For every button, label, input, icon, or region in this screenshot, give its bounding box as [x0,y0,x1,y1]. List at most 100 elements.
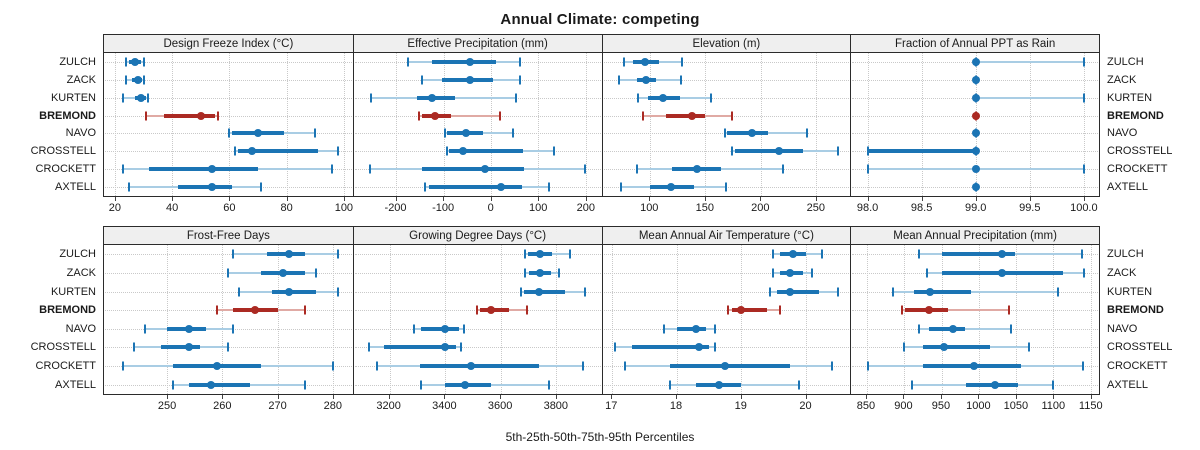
median-dot [497,183,506,192]
cap-95th [226,342,229,352]
site-label: NAVO [65,322,96,335]
site-label: AXTELL [55,181,96,194]
axis-tick [229,197,231,201]
grid-line-vertical [705,53,707,196]
grid-line-horizontal [603,254,850,256]
grid-line-horizontal [354,291,601,293]
cap-95th [681,57,684,67]
axis-tick-label: 80 [280,202,293,214]
cap-95th [337,249,340,259]
panel-plot [104,53,353,196]
cap-95th [304,305,307,315]
median-dot [185,324,194,333]
axis-tick-label: 3800 [543,400,569,412]
cap-95th [837,146,840,156]
site-label: CROSSTELL [30,145,96,158]
median-dot [535,287,544,296]
axis-tick-label: 900 [894,400,913,412]
panel-axis: 20 40 60 80 100 [104,197,353,219]
median-dot [692,324,701,333]
panel-effective_precipitation: Effective Precipitation (mm) [352,35,602,196]
axis-tick-label: 280 [323,400,343,412]
site-label: ZULCH [1107,248,1144,261]
median-dot [185,343,194,352]
panel-axis: 17 18 19 20 [602,395,851,419]
axis-tick [865,395,867,399]
cap-95th [526,305,529,315]
cap-95th [836,287,839,297]
cap-95th [519,57,522,67]
interval-5th-95th [901,309,1009,312]
panel-plot [602,245,851,394]
axis-tick-label: 20 [799,400,812,412]
grid-line-horizontal [603,328,850,330]
axis-tick-label: 1150 [1078,400,1103,412]
panel-group: Frost-Free Days Growing Degree Days (°C) M… [103,226,1100,395]
site-label: CROSSTELL [1107,145,1173,158]
axis-tick-label: -100 [432,202,455,214]
grid-line-vertical [491,53,493,196]
cap-5th [122,93,125,103]
axis-tick [867,197,869,201]
site-label: NAVO [65,127,96,140]
grid-line-horizontal [603,347,850,349]
axis-tick-label: 98.0 [856,202,879,214]
grid-line-vertical [556,245,557,394]
grid-line-vertical [114,53,116,196]
site-label: KURTEN [50,285,96,298]
grid-line-vertical [1083,53,1085,196]
median-dot [486,306,495,315]
panel-plot [602,53,851,196]
axis-tick-label: 100 [334,202,354,214]
panel-header: Growing Degree Days (°C) [353,227,602,245]
axis-tick [395,197,397,201]
cap-95th [1083,268,1086,278]
grid-line-horizontal [603,151,850,153]
interval-25th-75th [941,252,1016,257]
interval-25th-75th [448,149,523,154]
interval-25th-75th [161,345,201,350]
median-dot [427,93,436,102]
cap-5th [524,249,527,259]
site-label: BREMOND [1107,109,1164,122]
panel-plot [353,245,602,394]
axis-tick [978,395,980,399]
cap-5th [443,128,446,138]
cap-5th [614,342,617,352]
grid-line-horizontal [354,347,601,349]
site-label: ZACK [66,73,96,86]
axis-tick-label: 250 [157,400,177,412]
site-label: ZACK [1107,266,1137,279]
cap-5th [232,249,235,259]
axis-tick-label: 850 [856,400,876,412]
panel-fraction_ppt_rain: Fraction of Annual PPT as Rain [850,35,1099,196]
cap-95th [557,268,560,278]
cap-5th [730,146,733,156]
grid-line-vertical [172,53,174,196]
axis-tick [940,395,942,399]
axis-tick-label: 99.5 [1019,202,1041,214]
cap-95th [1007,305,1010,315]
median-dot [284,287,293,296]
axis-tick [1029,197,1031,201]
grid-line-vertical [922,53,924,196]
cap-95th [714,324,717,334]
grid-line-vertical [976,53,978,196]
cap-95th [725,182,728,192]
cap-5th [662,324,665,334]
interval-25th-75th [731,308,768,313]
median-dot [254,129,262,138]
grid-line-vertical [760,53,762,196]
grid-line-vertical [445,245,447,394]
interval-25th-75th [272,289,317,294]
axis-tick [975,197,977,201]
cap-95th [583,287,586,297]
median-dot [536,250,545,259]
median-dot [466,57,475,66]
axis-tick-label: 1050 [1003,400,1029,412]
axis-tick-label: 17 [605,400,618,412]
grid-line-horizontal [603,97,850,99]
panel-header: Mean Annual Air Temperature (°C) [602,227,851,245]
axis-tick [343,197,345,201]
